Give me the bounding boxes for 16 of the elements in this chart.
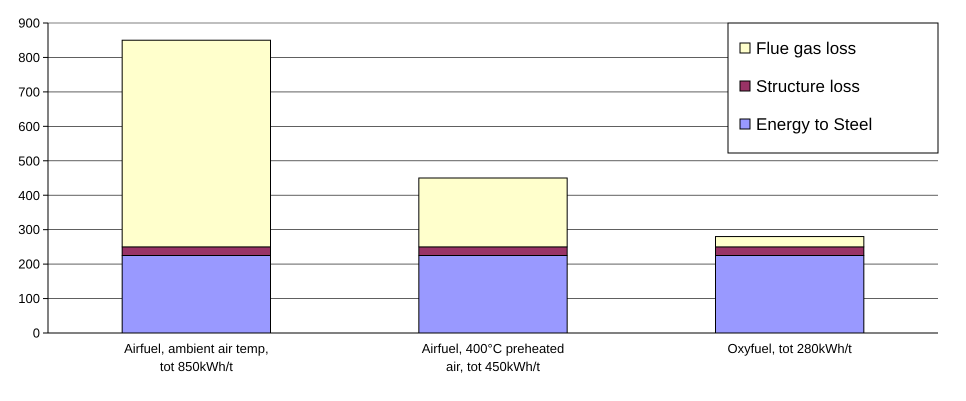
y-tick-label: 400 xyxy=(18,188,40,203)
y-tick-label: 100 xyxy=(18,291,40,306)
y-tick-label: 800 xyxy=(18,50,40,65)
y-tick-label: 600 xyxy=(18,118,40,134)
y-tick-label: 900 xyxy=(18,16,40,31)
x-tick-label: Oxyfuel, tot 280kWh/t xyxy=(728,341,852,356)
y-tick-label: 500 xyxy=(18,153,40,168)
y-tick-label: 700 xyxy=(18,84,40,100)
y-tick-label: 0 xyxy=(32,326,40,341)
x-tick-label: Airfuel, ambient air temp, tot 850kWh/t xyxy=(124,341,269,374)
y-tick-label: 200 xyxy=(18,256,40,272)
legend-label: Structure loss xyxy=(756,76,860,96)
legend-label: Energy to Steel xyxy=(756,114,872,134)
y-tick-label: 300 xyxy=(18,222,40,238)
legend-label: Flue gas loss xyxy=(756,38,856,58)
x-tick-label: Airfuel, 400°C preheated air, tot 450kWh/t xyxy=(422,341,564,374)
